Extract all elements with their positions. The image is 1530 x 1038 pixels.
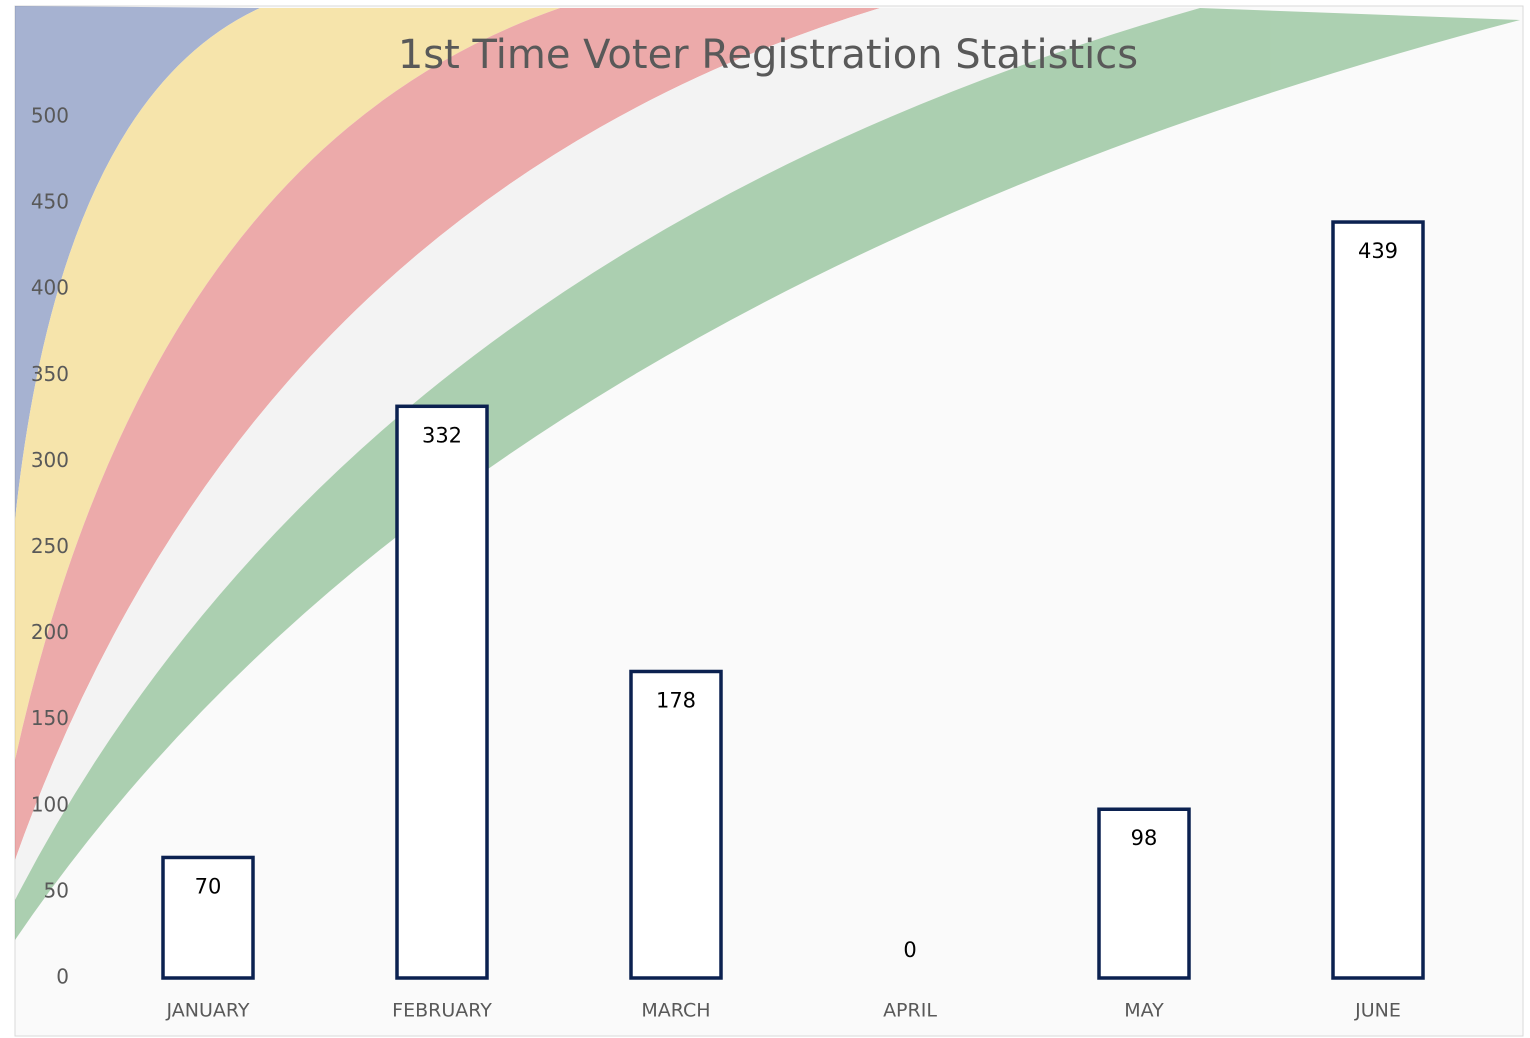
x-tick-label: APRIL — [883, 1000, 937, 1022]
bar — [629, 669, 723, 980]
value-label: 98 — [1131, 826, 1158, 850]
y-tick-label: 100 — [31, 792, 69, 816]
x-tick-label: JUNE — [1354, 1000, 1401, 1022]
value-label: 70 — [195, 874, 222, 898]
y-tick-label: 400 — [31, 276, 69, 300]
value-label: 178 — [656, 688, 696, 712]
value-label: 332 — [422, 423, 462, 447]
value-label: 0 — [903, 938, 916, 962]
bar — [395, 404, 489, 980]
x-tick-label: MARCH — [641, 1000, 710, 1022]
y-tick-label: 0 — [56, 965, 69, 989]
y-tick-label: 50 — [44, 878, 69, 902]
y-tick-label: 450 — [31, 190, 69, 214]
chart-title: 1st Time Voter Registration Statistics — [398, 32, 1138, 78]
y-tick-label: 250 — [31, 534, 69, 558]
y-tick-label: 300 — [31, 448, 69, 472]
bar — [161, 855, 255, 980]
value-label: 439 — [1358, 239, 1398, 263]
background-swoosh — [15, 6, 1520, 940]
x-tick-label: JANUARY — [166, 1000, 250, 1022]
y-tick-label: 200 — [31, 620, 69, 644]
bar — [1097, 807, 1191, 980]
y-tick-label: 350 — [31, 362, 69, 386]
x-tick-label: FEBRUARY — [392, 1000, 492, 1022]
y-tick-label: 150 — [31, 706, 69, 730]
chart-frame — [14, 5, 1524, 1037]
y-tick-label: 500 — [31, 104, 69, 128]
x-tick-label: MAY — [1124, 1000, 1164, 1022]
bar — [1331, 220, 1425, 980]
